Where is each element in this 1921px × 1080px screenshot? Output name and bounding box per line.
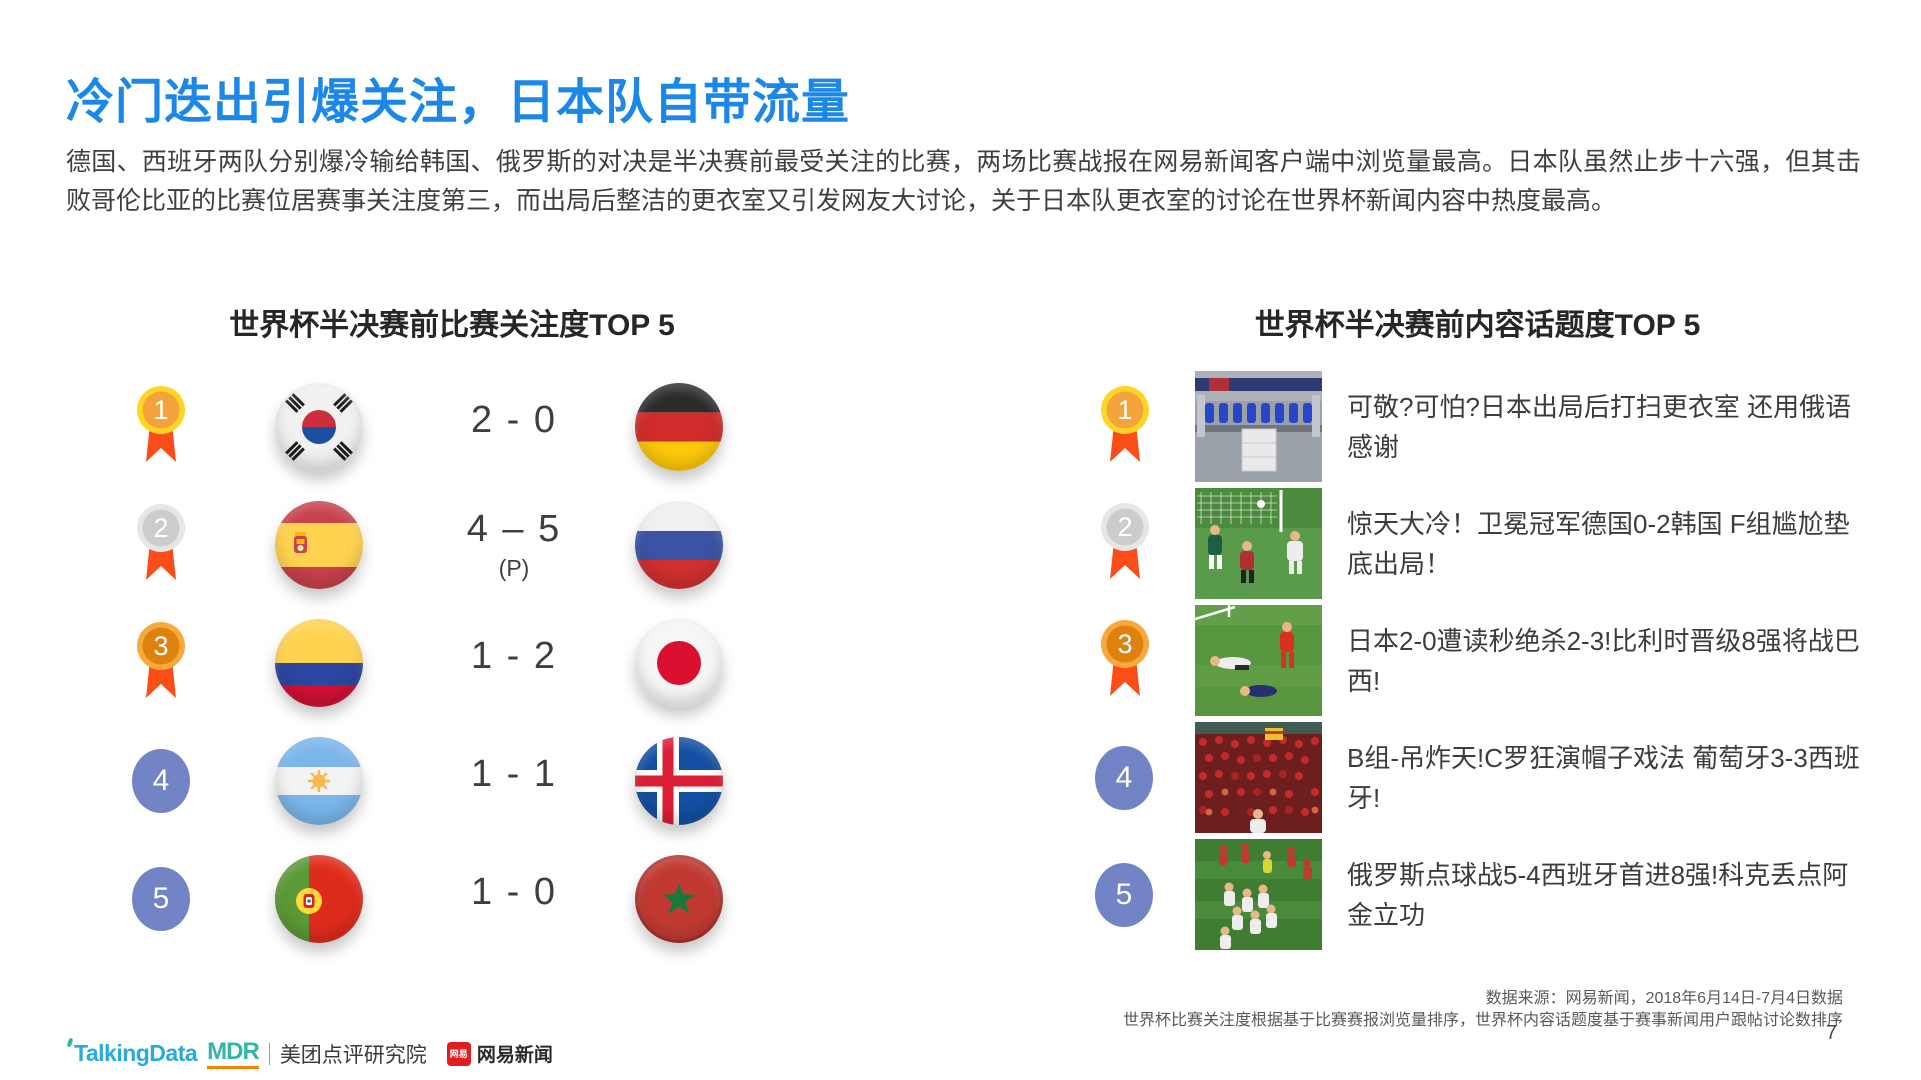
- fans-crowd-photo: [1195, 722, 1322, 833]
- score-note: [471, 446, 557, 456]
- flag-south-korea-icon: [275, 383, 363, 471]
- right-rows: 1 可敬?可怕?日本出局后打扫更衣室 还用俄语感谢: [1095, 368, 1860, 953]
- match-row-3: 3 1 - 2: [128, 604, 776, 722]
- match-row-4: 4 1 - 1: [128, 722, 776, 840]
- talkingdata-wordmark: TalkingData: [74, 1040, 198, 1066]
- topic-row-3: 3 日本2-0遭读秒绝杀2-3!比利时晋级8强将战巴西!: [1095, 602, 1860, 719]
- source-line-2: 世界杯比赛关注度根据基于比赛赛报浏览量排序，世界杯内容话题度基于赛事新闻用户跟帖…: [1122, 1012, 1843, 1029]
- footer-logos: TalkingData MDR 美团点评研究院 网易 网易新闻: [66, 1037, 553, 1069]
- bronze-medal-icon: 3: [1095, 618, 1155, 704]
- content-topic-panel: 世界杯半决赛前内容话题度TOP 5 1 可敬?可怕?日本: [1095, 300, 1860, 953]
- meituan-dianping-institute-logo: 美团点评研究院: [279, 1043, 427, 1067]
- score-note: [471, 918, 557, 928]
- flag-morocco-icon: [635, 855, 723, 943]
- locker-room-photo: [1195, 371, 1322, 482]
- score-note: [471, 800, 557, 810]
- flag-japan-icon: [635, 619, 723, 707]
- netease-badge-icon: 网易: [446, 1041, 471, 1066]
- topic-row-4: 4 B组-吊炸天!C罗狂演帽子戏法 葡萄牙3-3西班牙!: [1095, 719, 1860, 836]
- rank-number: 3: [153, 631, 169, 661]
- news-headline: 日本2-0遭读秒绝杀2-3!比利时晋级8强将战巴西!: [1347, 625, 1860, 696]
- page-title: 冷门迭出引爆关注，日本队自带流量: [66, 76, 851, 129]
- rank-number: 1: [153, 395, 169, 425]
- score-cell: 1 - 1: [471, 753, 557, 810]
- match-attention-panel: 世界杯半决赛前比赛关注度TOP 5 1: [128, 300, 776, 958]
- flag-russia-icon: [635, 501, 723, 589]
- score-note: (P): [498, 555, 530, 581]
- mdr-logo: MDR: [207, 1038, 260, 1069]
- left-rows: 1 2 - 0: [128, 368, 776, 958]
- talkingdata-logo: TalkingData: [66, 1037, 198, 1067]
- silver-medal-icon: 2: [131, 502, 191, 588]
- match-score: 4 – 5: [466, 508, 562, 550]
- left-panel-title: 世界杯半决赛前比赛关注度TOP 5: [229, 309, 675, 342]
- score-cell: 1 - 0: [471, 871, 557, 928]
- pitch-players-photo: [1195, 605, 1322, 716]
- news-headline: 俄罗斯点球战5-4西班牙首进8强!科克丢点阿金立功: [1347, 859, 1849, 930]
- news-headline: 惊天大冷！卫冕冠军德国0-2韩国 F组尴尬垫底出局！: [1347, 508, 1850, 579]
- rank-number: 3: [1117, 628, 1133, 659]
- rank-number: 2: [153, 513, 169, 543]
- data-source-note: 数据来源：网易新闻，2018年6月14日-7月4日数据 世界杯比赛关注度根据基于…: [1123, 988, 1843, 1032]
- score-cell: 4 – 5 (P): [467, 508, 562, 582]
- flag-germany-icon: [635, 383, 723, 471]
- match-score: 1 - 0: [470, 870, 558, 913]
- netease-news-wordmark: 网易新闻: [476, 1045, 553, 1066]
- netease-news-logo: 网易 网易新闻: [446, 1040, 553, 1067]
- source-line-1: 数据来源：网易新闻，2018年6月14日-7月4日数据: [1485, 990, 1843, 1007]
- rank-circle-icon: 5: [1095, 862, 1153, 927]
- gold-medal-icon: 1: [131, 384, 191, 470]
- topic-row-2: 2 惊天大冷！卫冕冠军德国0-2韩国 F组尴尬垫底出局！: [1095, 485, 1860, 602]
- right-panel-title: 世界杯半决赛前内容话题度TOP 5: [1254, 309, 1701, 342]
- news-headline: B组-吊炸天!C罗狂演帽子戏法 葡萄牙3-3西班牙!: [1347, 742, 1860, 813]
- rank-circle-icon: 5: [132, 867, 190, 931]
- bronze-medal-icon: 3: [131, 620, 191, 706]
- team-celebration-photo: [1195, 839, 1322, 950]
- flag-colombia-icon: [275, 619, 363, 707]
- talkingdata-tick-icon: [66, 1037, 74, 1048]
- flag-spain-icon: [275, 501, 363, 589]
- match-score: 2 - 0: [470, 398, 558, 441]
- goal-scene-photo: [1195, 488, 1322, 599]
- gold-medal-icon: 1: [1095, 384, 1155, 470]
- body-paragraph: 德国、西班牙两队分别爆冷输给韩国、俄罗斯的对决是半决赛前最受关注的比赛，两场比赛…: [66, 148, 1861, 215]
- logo-divider: [268, 1042, 270, 1065]
- match-score: 1 - 2: [470, 634, 558, 677]
- flag-iceland-icon: [635, 737, 723, 825]
- flag-portugal-icon: [275, 855, 363, 943]
- rank-circle-icon: 4: [1095, 745, 1153, 810]
- match-row-5: 5 1 - 0: [128, 840, 776, 958]
- score-cell: 2 - 0: [471, 399, 557, 456]
- news-headline: 可敬?可怕?日本出局后打扫更衣室 还用俄语感谢: [1347, 391, 1852, 462]
- score-cell: 1 - 2: [471, 635, 557, 692]
- match-row-2: 2 4 – 5 (P): [128, 486, 776, 604]
- score-note: [471, 682, 557, 692]
- rank-circle-icon: 4: [132, 749, 190, 813]
- rank-number: 1: [1117, 394, 1133, 425]
- match-row-1: 1 2 - 0: [128, 368, 776, 486]
- flag-argentina-icon: [275, 737, 363, 825]
- match-score: 1 - 1: [470, 752, 558, 795]
- topic-row-1: 1 可敬?可怕?日本出局后打扫更衣室 还用俄语感谢: [1095, 368, 1860, 485]
- topic-row-5: 5 俄罗斯点球战5-4西班牙首进8强!科克丢点阿金立功: [1095, 836, 1860, 953]
- silver-medal-icon: 2: [1095, 501, 1155, 587]
- rank-number: 2: [1117, 511, 1133, 542]
- page-number: 7: [1825, 1022, 1837, 1044]
